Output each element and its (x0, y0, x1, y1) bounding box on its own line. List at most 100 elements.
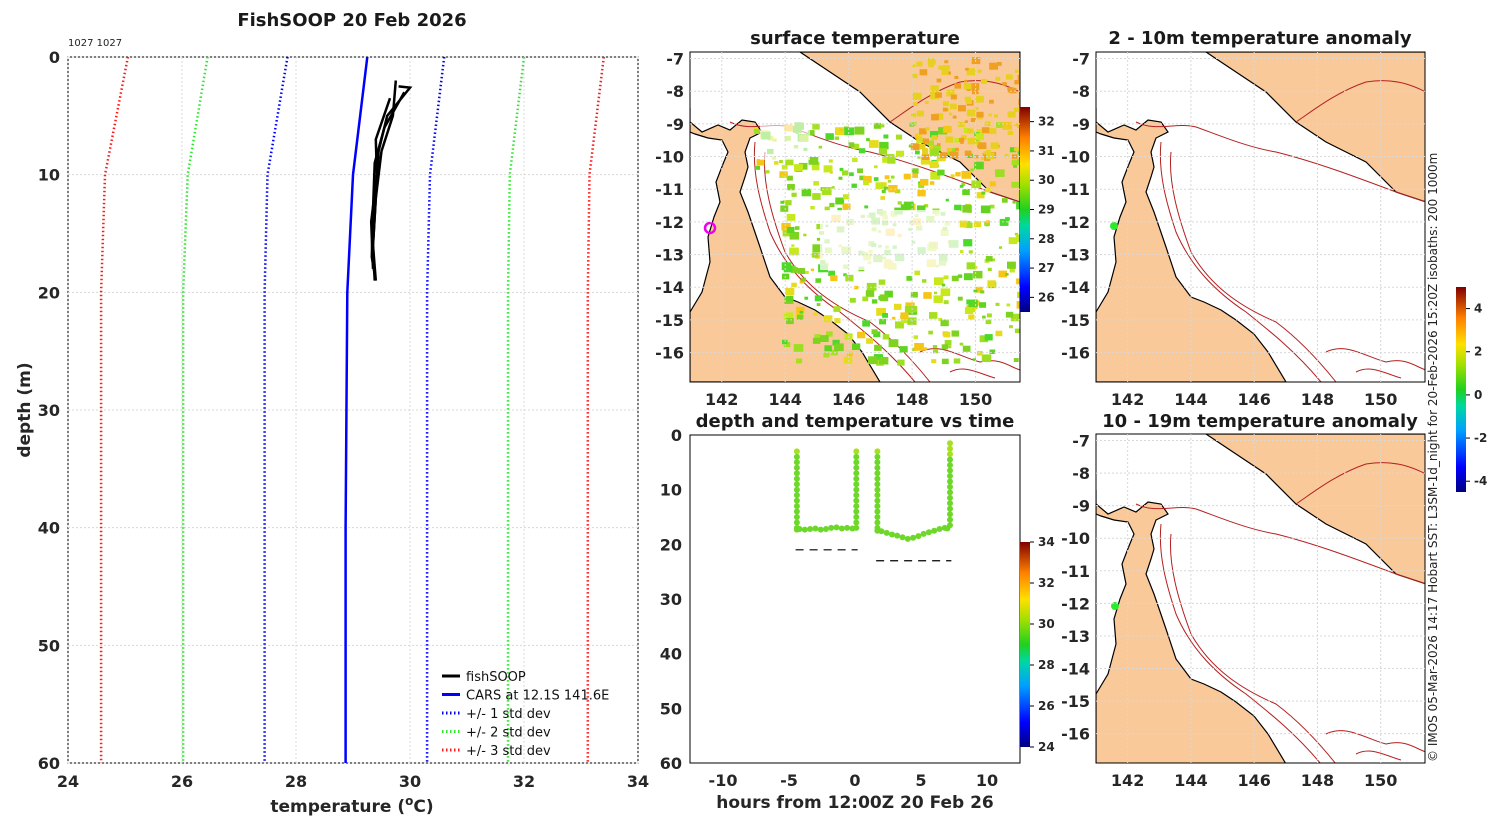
sst-pixel (987, 280, 996, 287)
sst-pixel-north (952, 115, 957, 119)
sst-pixel (875, 182, 884, 190)
time-point (874, 508, 881, 515)
time-ytick-label: 50 (660, 699, 682, 718)
sst-pixel (982, 315, 986, 319)
sst-pixel (868, 356, 878, 365)
profile-xlabel-main: temperature ( (270, 797, 405, 817)
time-xtick-label: 10 (976, 771, 998, 790)
sst-pixel-north (928, 62, 935, 68)
sst-pixel (968, 314, 975, 320)
sst-pixel (991, 258, 995, 262)
sst-pixel (812, 193, 821, 200)
sst-pixel-north (965, 99, 972, 104)
time-ytick-label: 30 (660, 590, 682, 609)
profile-panel: FishSOOP 20 Feb 2026 1027 1027 24 26 28 30 3… (15, 10, 649, 817)
map-lon-label: 142 (705, 390, 738, 409)
map-lat-label: -11 (1061, 180, 1090, 199)
sst-pixel (892, 316, 896, 320)
sst-pixel (801, 277, 806, 282)
time-point (853, 448, 860, 455)
sst-pixel (966, 262, 976, 270)
sst-pixel (955, 172, 961, 177)
anomaly-map-2: 10 - 19m temperature anomaly 142 144 146 14… (1061, 411, 1426, 790)
time-point (936, 526, 943, 532)
colorbar-tick-label: 30 (1038, 617, 1055, 631)
time-point (947, 440, 953, 447)
sst-pixel (917, 156, 921, 159)
sst-pixel (979, 302, 987, 308)
sst-pixel (811, 164, 820, 171)
sst-pixel (897, 201, 902, 205)
sst-pixel (945, 198, 949, 202)
time-point (793, 508, 800, 515)
map-lat-label: -12 (1061, 213, 1090, 232)
sst-pixel (1017, 149, 1020, 155)
sst-pixel (816, 237, 821, 241)
sst-pixel-north (989, 62, 998, 70)
sst-pixel (923, 347, 928, 351)
sst-pixel-north (924, 100, 929, 104)
anomaly-colorbar (1456, 287, 1466, 492)
sst-pixel (783, 265, 793, 273)
sst-pixel (975, 133, 984, 140)
colorbar-tick-label: 28 (1038, 658, 1055, 672)
sst-pixel (789, 232, 800, 240)
time-point (853, 481, 860, 488)
sst-pixel (987, 267, 992, 271)
sst-pixel (880, 196, 886, 200)
time-point (874, 453, 881, 460)
sst-pixel (971, 180, 981, 189)
colorbar-tick-label: 34 (1038, 535, 1055, 549)
sst-pixel (813, 312, 818, 316)
sst-pixel (1018, 190, 1020, 199)
sst-pixel (864, 205, 869, 209)
sst-pixel (834, 318, 841, 324)
anom1-title: 2 - 10m temperature anomaly (1108, 28, 1411, 49)
sst-pixel (914, 270, 921, 276)
sst-pixel-north (980, 156, 985, 160)
sst-pixel-north (975, 95, 984, 103)
sst-pixel (933, 349, 939, 354)
sst-pixel-north (916, 110, 924, 117)
map-lon-label: 142 (1111, 390, 1144, 409)
sst-pixel (828, 270, 835, 277)
sst-pixel-north (971, 83, 980, 90)
sst-pixel (896, 150, 905, 158)
sst-pixel (857, 331, 866, 339)
sst-pixel (930, 131, 938, 138)
profile-ytick-label: 40 (38, 519, 60, 538)
sst-pixel (943, 125, 952, 133)
sst-pixel (897, 359, 905, 366)
profile-xtick-label: 32 (513, 772, 535, 791)
sst-pixel (964, 273, 973, 281)
sst-pixel (882, 156, 890, 163)
sst-pixel (823, 315, 833, 323)
sst-pixel (934, 291, 938, 295)
sst-pixel (883, 134, 889, 139)
sst-pixel-north (964, 150, 972, 156)
sst-pixel (756, 159, 765, 166)
sst-pixel-north (912, 73, 918, 79)
profile-xlabel-end: C) (413, 797, 433, 817)
sst-pixel (791, 282, 797, 288)
profile-ytick-label: 50 (38, 636, 60, 655)
map-lat-label: -7 (1072, 432, 1090, 451)
sst-pixel (915, 150, 920, 155)
sst-pixel (981, 191, 986, 195)
sst-pixel (785, 158, 794, 166)
sst-pixel (999, 218, 1009, 226)
sst-pixel (966, 299, 973, 305)
time-point (947, 505, 953, 512)
sst-pixel-north (985, 149, 991, 154)
profile-line--1-std-dev (425, 56, 446, 763)
profile-line--2-std-dev (181, 56, 209, 763)
time-point (915, 533, 922, 540)
map-lat-label: -13 (1061, 246, 1090, 265)
sst-pixel (834, 136, 839, 140)
sst-pixel-north (948, 112, 953, 116)
time-xtick-label: 0 (849, 771, 860, 790)
sst-pixel (863, 176, 872, 183)
sst-pixel-north (934, 113, 944, 120)
time-point (853, 524, 860, 531)
sst-pixel (966, 220, 971, 224)
